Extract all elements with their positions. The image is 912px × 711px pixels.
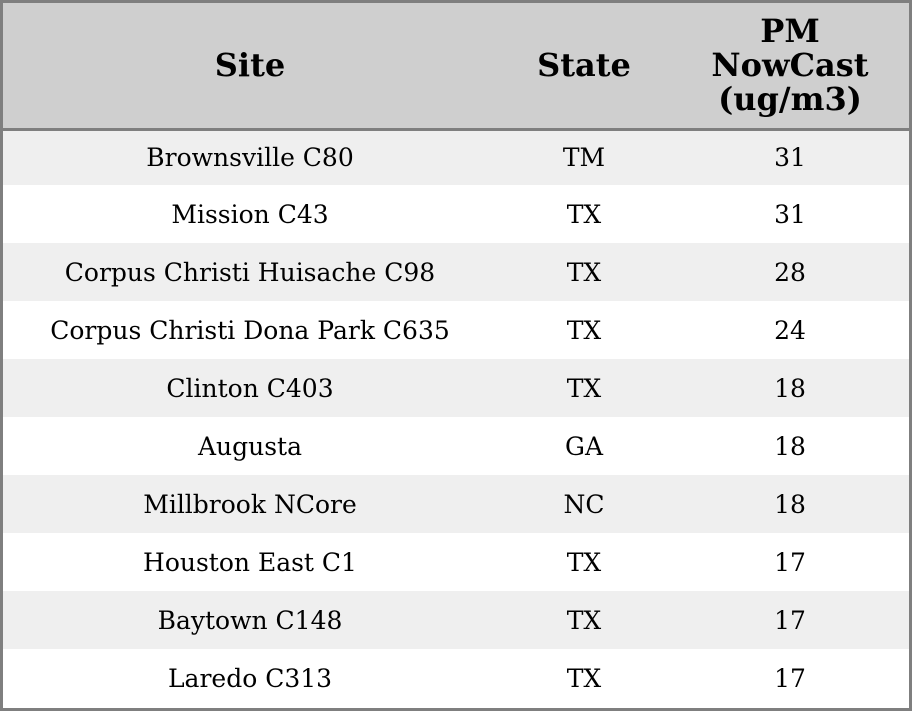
table-header: Site State PM NowCast (ug/m3) — [3, 3, 909, 131]
header-state: State — [497, 3, 671, 131]
cell-state: TX — [566, 199, 602, 229]
cell-state: TM — [562, 143, 606, 173]
cell-pm: 31 — [774, 199, 806, 229]
table-row: Clinton C403 TX 18 — [3, 359, 909, 417]
header-pm-line-2: NowCast — [711, 46, 869, 85]
cell-site: Corpus Christi Huisache C98 — [64, 257, 436, 287]
cell-pm: 17 — [774, 663, 806, 693]
header-pm-line-3: (ug/m3) — [718, 80, 862, 119]
cell-pm: 18 — [774, 373, 806, 403]
cell-site: Corpus Christi Dona Park C635 — [50, 315, 450, 345]
table-body: Brownsville C80 TM 31 Mission C43 TX 31 … — [3, 129, 909, 707]
cell-pm: 17 — [774, 605, 806, 635]
header-pm-line-1: PM — [760, 12, 820, 51]
table-row: Laredo C313 TX 17 — [3, 649, 909, 707]
table-row: Brownsville C80 TM 31 — [3, 129, 909, 185]
cell-site: Millbrook NCore — [143, 489, 357, 519]
pm-nowcast-table: Site State PM NowCast (ug/m3) Brownsvill… — [3, 3, 909, 707]
cell-site: Baytown C148 — [157, 605, 343, 635]
header-pm-nowcast: PM NowCast (ug/m3) — [671, 3, 909, 131]
cell-site: Clinton C403 — [166, 373, 334, 403]
cell-site: Houston East C1 — [143, 547, 357, 577]
cell-state: GA — [564, 431, 604, 461]
cell-pm: 18 — [774, 489, 806, 519]
cell-state: NC — [563, 489, 605, 519]
header-site: Site — [3, 3, 497, 131]
table-row: Baytown C148 TX 17 — [3, 591, 909, 649]
cell-pm: 18 — [774, 431, 806, 461]
table-row: Corpus Christi Dona Park C635 TX 24 — [3, 301, 909, 359]
table-row: Houston East C1 TX 17 — [3, 533, 909, 591]
cell-state: TX — [566, 373, 602, 403]
table-row: Augusta GA 18 — [3, 417, 909, 475]
cell-site: Augusta — [197, 431, 303, 461]
cell-site: Mission C43 — [171, 199, 329, 229]
cell-pm: 17 — [774, 547, 806, 577]
cell-pm: 28 — [774, 257, 806, 287]
table-row: Corpus Christi Huisache C98 TX 28 — [3, 243, 909, 301]
cell-site: Laredo C313 — [167, 663, 333, 693]
table-row: Millbrook NCore NC 18 — [3, 475, 909, 533]
table-row: Mission C43 TX 31 — [3, 185, 909, 243]
cell-state: TX — [566, 257, 602, 287]
cell-site: Brownsville C80 — [146, 143, 354, 173]
cell-state: TX — [566, 547, 602, 577]
cell-state: TX — [566, 315, 602, 345]
cell-pm: 24 — [774, 315, 806, 345]
cell-state: TX — [566, 663, 602, 693]
cell-state: TX — [566, 605, 602, 635]
cell-pm: 31 — [774, 143, 806, 173]
header-row: Site State PM NowCast (ug/m3) — [3, 3, 909, 131]
